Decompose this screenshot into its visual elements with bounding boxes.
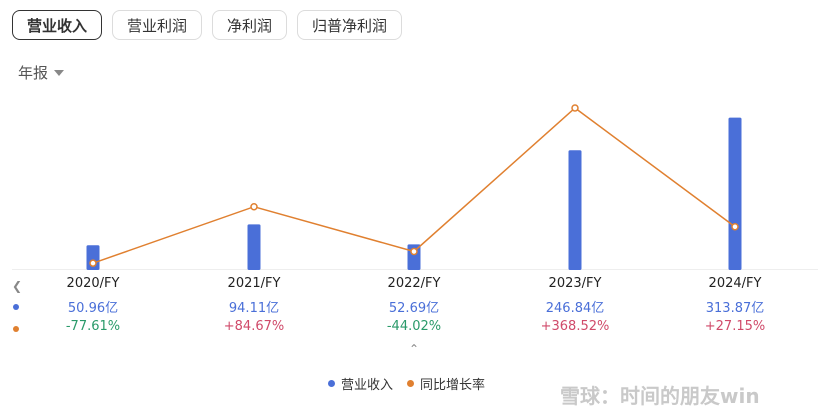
growth-point[interactable] [410,247,418,256]
legend-item-revenue[interactable]: 营业收入 [328,374,393,393]
revenue-value: 313.87亿 [705,301,765,316]
revenue-bar[interactable] [247,224,261,270]
tab-revenue[interactable]: 营业收入 [12,10,103,40]
legend-dot-icon [328,380,335,387]
chart-area [12,104,818,270]
revenue-row: 50.96亿 94.11亿 52.69亿 246.84亿 313.87亿 [0,297,830,317]
tab-attributable-net-profit[interactable]: 归普净利润 [297,10,403,40]
growth-value: -77.61% [65,319,121,334]
revenue-value: 50.96亿 [67,301,119,316]
revenue-dot-icon [13,304,19,310]
growth-point[interactable] [89,259,97,267]
caret-down-icon [54,69,65,76]
growth-line [92,107,736,264]
tick-label: 2024/FY [708,276,762,291]
growth-value: +84.67% [223,319,285,334]
chevron-up-icon[interactable]: ⌃ [409,342,420,356]
revenue-value: 52.69亿 [388,301,440,316]
growth-value: +27.15% [704,319,766,334]
legend-label-growth: 同比增长率 [420,378,486,393]
tab-operating-profit[interactable]: 营业利润 [112,10,203,40]
growth-value: -44.02% [386,319,442,334]
tick-label: 2022/FY [387,276,441,291]
growth-dot-icon [13,326,19,332]
tick-label: 2020/FY [66,276,120,291]
growth-point[interactable] [250,202,258,211]
legend: 营业收入 同比增长率 [328,374,485,393]
legend-dot-icon [407,380,415,387]
tick-label: 2021/FY [227,276,281,291]
legend-label-revenue: 营业收入 [341,378,394,393]
watermark: 雪球：时间的朋友win [560,384,760,408]
revenue-value: 94.11亿 [228,301,280,316]
legend-item-growth[interactable]: 同比增长率 [407,374,485,393]
revenue-value: 246.84亿 [545,301,605,316]
metric-tabs: 营业收入 营业利润 净利润 归普净利润 [12,10,403,40]
tick-label: 2023/FY [548,276,602,291]
period-dropdown[interactable]: 年报 [18,62,65,83]
revenue-bar[interactable] [728,117,742,270]
growth-row: -77.61% +84.67% -44.02% +368.52% +27.15% [0,319,830,339]
period-label: 年报 [18,64,49,82]
growth-value: +368.52% [540,319,610,334]
growth-point[interactable] [571,104,579,112]
tab-net-profit[interactable]: 净利润 [212,10,288,40]
chevron-left-icon[interactable]: ❮ [12,279,23,293]
revenue-bar[interactable] [568,150,582,270]
year-row: 2020/FY 2021/FY 2022/FY 2023/FY 2024/FY [0,276,830,296]
growth-point[interactable] [731,222,739,231]
